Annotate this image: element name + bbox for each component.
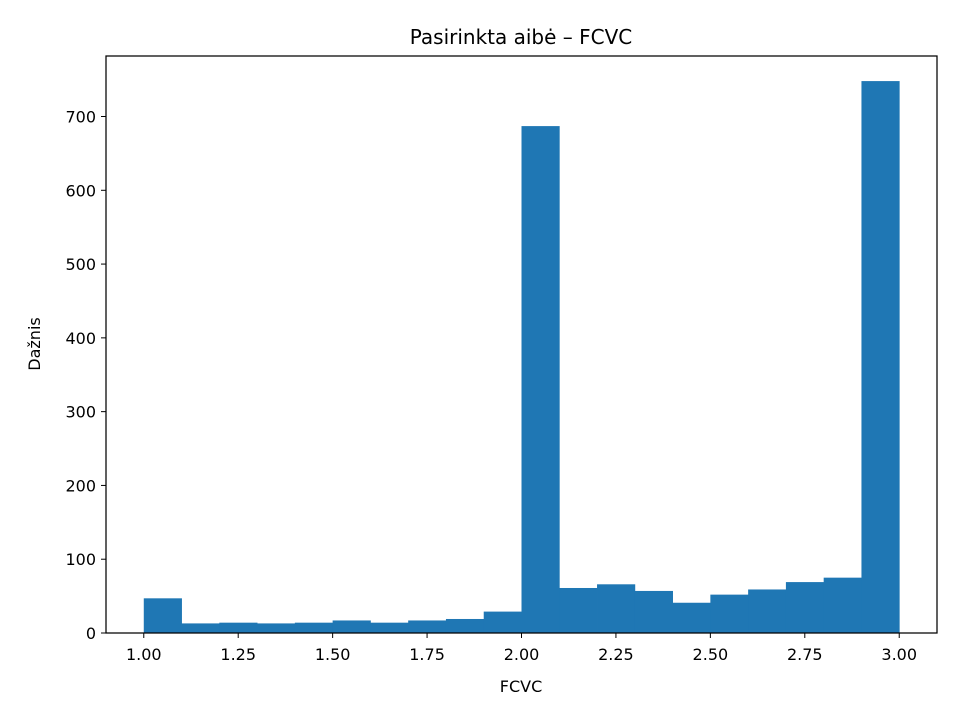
- histogram-bar: [219, 622, 258, 633]
- histogram-bar: [785, 582, 825, 633]
- y-tick-label: 100: [65, 550, 96, 569]
- x-axis: 1.00 1.25 1.50 1.75 2.00 2.25 2.50 2.75 3.00: [126, 633, 917, 664]
- histogram-bar: [597, 584, 636, 633]
- histogram-bar: [294, 622, 334, 633]
- x-tick-label: 1.75: [409, 645, 445, 664]
- histogram-bar: [408, 620, 447, 633]
- x-tick-label: 1.25: [220, 645, 256, 664]
- histogram-bar: [332, 620, 371, 633]
- x-tick-label: 2.75: [787, 645, 823, 664]
- y-axis-label: Dažnis: [25, 317, 44, 370]
- histogram-bar: [634, 590, 673, 633]
- y-tick-label: 300: [65, 403, 96, 422]
- y-tick-label: 700: [65, 108, 96, 127]
- histogram-bar: [823, 577, 862, 633]
- x-tick-label: 2.50: [693, 645, 729, 664]
- histogram-bar: [559, 587, 598, 633]
- y-tick-label: 600: [65, 181, 96, 200]
- bars-group: [143, 81, 900, 633]
- histogram-bar: [710, 594, 749, 633]
- histogram-bar: [672, 602, 711, 633]
- y-axis: 0 100 200 300 400 500 600 700: [65, 108, 106, 643]
- histogram-bar: [521, 126, 560, 633]
- histogram-bar: [483, 611, 522, 633]
- x-tick-label: 2.25: [598, 645, 634, 664]
- histogram-bar: [861, 81, 900, 633]
- y-tick-label: 200: [65, 476, 96, 495]
- chart-title: Pasirinkta aibė – FCVC: [410, 25, 633, 49]
- histogram-bar: [143, 598, 182, 633]
- histogram-bar: [748, 589, 787, 633]
- histogram-bar: [370, 622, 409, 633]
- x-tick-label: 1.50: [315, 645, 351, 664]
- x-tick-label: 2.00: [504, 645, 540, 664]
- y-tick-label: 400: [65, 329, 96, 348]
- histogram-bar: [181, 623, 220, 633]
- x-tick-label: 1.00: [126, 645, 162, 664]
- histogram-bar: [445, 618, 485, 633]
- y-tick-label: 500: [65, 255, 96, 274]
- histogram-bar: [257, 623, 296, 633]
- x-axis-label: FCVC: [500, 677, 543, 696]
- y-tick-label: 0: [86, 624, 96, 643]
- x-tick-label: 3.00: [881, 645, 917, 664]
